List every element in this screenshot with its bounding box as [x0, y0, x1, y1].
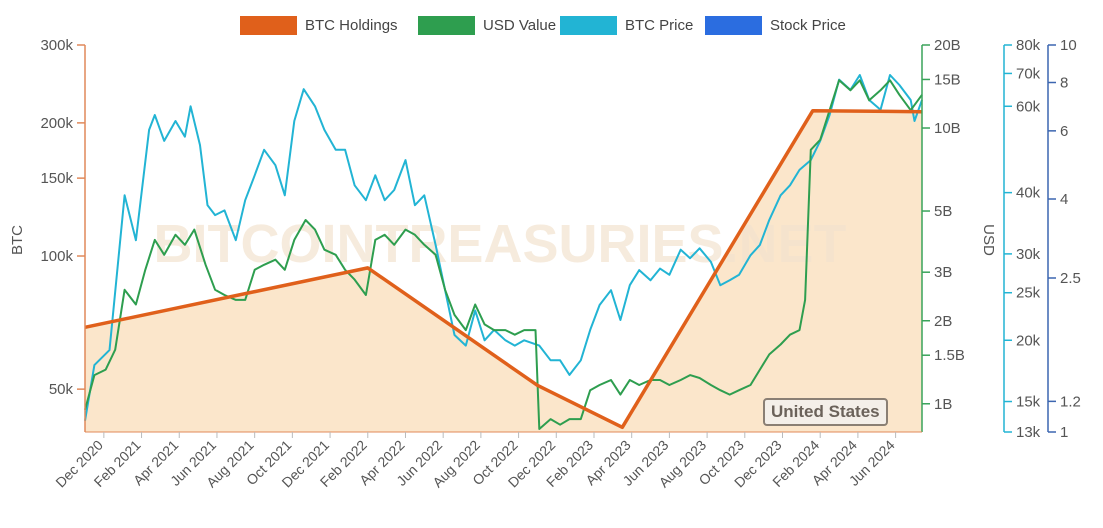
legend-item-btc-holdings[interactable]: BTC Holdings — [240, 14, 398, 36]
btc-price-axis-tick-label: 20k — [1016, 332, 1041, 349]
btc-holdings-area — [85, 110, 922, 433]
usd-axis-tick-label: 1.5B — [934, 347, 965, 364]
btc-axis-title: BTC — [9, 225, 26, 255]
legend-item-usd-value[interactable]: USD Value — [418, 14, 556, 36]
legend-label: BTC Holdings — [305, 16, 398, 34]
legend-swatch — [705, 15, 762, 35]
usd-axis-tick-label: 5B — [934, 203, 952, 220]
btc-price-axis-tick-label: 40k — [1016, 185, 1041, 202]
btc-holdings-line — [84, 109, 923, 430]
btc-price-axis-tick-label: 30k — [1016, 246, 1041, 263]
usd-axis-tick-label: 2B — [934, 313, 952, 330]
btc-axis-tick-label: 300k — [40, 37, 73, 54]
btc-price-line — [84, 74, 923, 421]
legend-swatch — [240, 15, 297, 35]
usd-axis-tick-label: 1B — [934, 396, 952, 413]
usd-axis-tick-label: 3B — [934, 264, 952, 281]
stock-price-axis-tick-label: 6 — [1060, 123, 1068, 140]
usd-axis-tick-label: 10B — [934, 120, 961, 137]
stock-price-axis-tick-label: 10 — [1060, 37, 1077, 54]
stock-price-axis-tick-label: 1.2 — [1060, 393, 1081, 410]
btc-price-axis-tick-label: 13k — [1016, 424, 1041, 441]
btc-axis-tick-label: 100k — [40, 248, 73, 265]
legend-label: Stock Price — [770, 16, 846, 34]
btc-price-axis-tick-label: 15k — [1016, 394, 1041, 411]
btc-axis-tick-label: 200k — [40, 115, 73, 132]
legend-label: USD Value — [483, 16, 557, 34]
country-badge: United States — [763, 398, 888, 426]
stock-price-axis-tick-label: 2.5 — [1060, 270, 1081, 287]
legend-swatch — [560, 15, 617, 35]
btc-price-axis-tick-label: 80k — [1016, 37, 1041, 54]
legend: BTC Holdings USD Value BTC Price Stock P… — [0, 14, 1103, 36]
btc-price-axis-tick-label: 60k — [1016, 98, 1041, 115]
usd-axis-title: USD — [980, 224, 997, 256]
watermark: BITCOINTREASURIES.NET — [153, 214, 846, 274]
stock-price-axis-tick-label: 4 — [1060, 191, 1068, 208]
btc-axis-tick-label: 50k — [49, 381, 74, 398]
btc-axis-tick-label: 150k — [40, 170, 73, 187]
btc-price-axis-tick-label: 25k — [1016, 285, 1041, 302]
legend-item-btc-price[interactable]: BTC Price — [560, 14, 693, 36]
usd-axis-tick-label: 20B — [934, 37, 961, 54]
legend-label: BTC Price — [625, 16, 694, 34]
stock-price-axis-tick-label: 1 — [1060, 424, 1068, 441]
btc-price-axis-tick-label: 70k — [1016, 65, 1041, 82]
legend-item-stock-price[interactable]: Stock Price — [705, 14, 846, 36]
legend-swatch — [418, 15, 475, 35]
stock-price-axis-tick-label: 8 — [1060, 75, 1068, 92]
usd-axis-tick-label: 15B — [934, 71, 961, 88]
